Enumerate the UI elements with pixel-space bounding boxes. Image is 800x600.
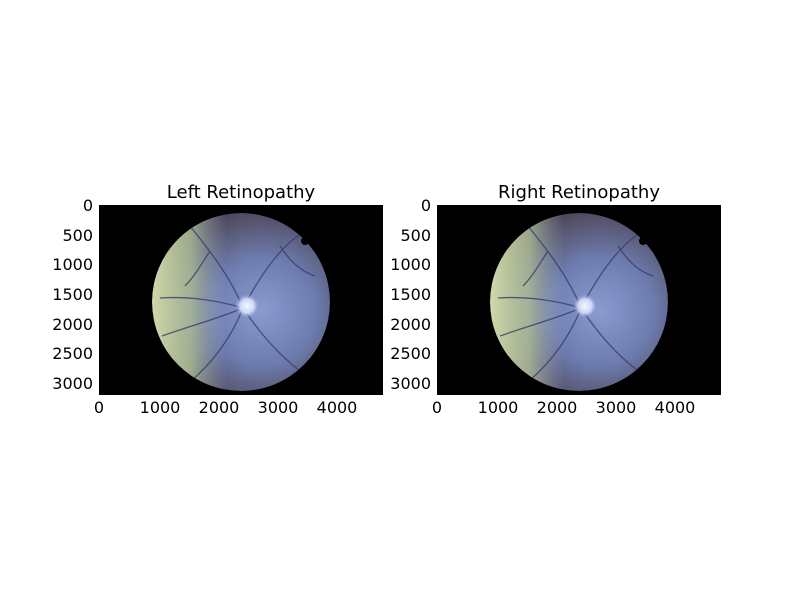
y-tick-label: 1000 (52, 255, 93, 274)
y-tick-label: 2000 (390, 315, 431, 334)
x-tick-label: 2000 (198, 398, 240, 417)
y-tick-label: 0 (420, 196, 431, 215)
y-tick-label: 3000 (52, 374, 93, 393)
y-tick-label: 2500 (390, 344, 431, 363)
x-tick-label: 3000 (257, 398, 299, 417)
y-tick-label: 500 (62, 226, 93, 245)
y-tick-label: 3000 (390, 374, 431, 393)
x-tick-label: 2000 (536, 398, 578, 417)
right-fundus-image (437, 205, 721, 395)
x-tick-label: 3000 (595, 398, 637, 417)
x-tick-label: 0 (431, 398, 443, 417)
left-panel-title: Left Retinopathy (166, 182, 316, 203)
x-tick-label: 0 (93, 398, 105, 417)
fundus-svg (100, 206, 382, 394)
fundus-svg (438, 206, 720, 394)
y-tick-label: 1500 (52, 285, 93, 304)
y-tick-label: 1000 (390, 255, 431, 274)
x-tick-label: 4000 (654, 398, 696, 417)
x-tick-label: 1000 (477, 398, 519, 417)
y-tick-label: 2000 (52, 315, 93, 334)
y-tick-label: 2500 (52, 344, 93, 363)
right-panel-title: Right Retinopathy (498, 182, 660, 203)
x-tick-label: 1000 (139, 398, 181, 417)
y-tick-label: 500 (400, 226, 431, 245)
left-fundus-image (99, 205, 383, 395)
y-tick-label: 1500 (390, 285, 431, 304)
x-tick-label: 4000 (316, 398, 358, 417)
y-tick-label: 0 (82, 196, 93, 215)
